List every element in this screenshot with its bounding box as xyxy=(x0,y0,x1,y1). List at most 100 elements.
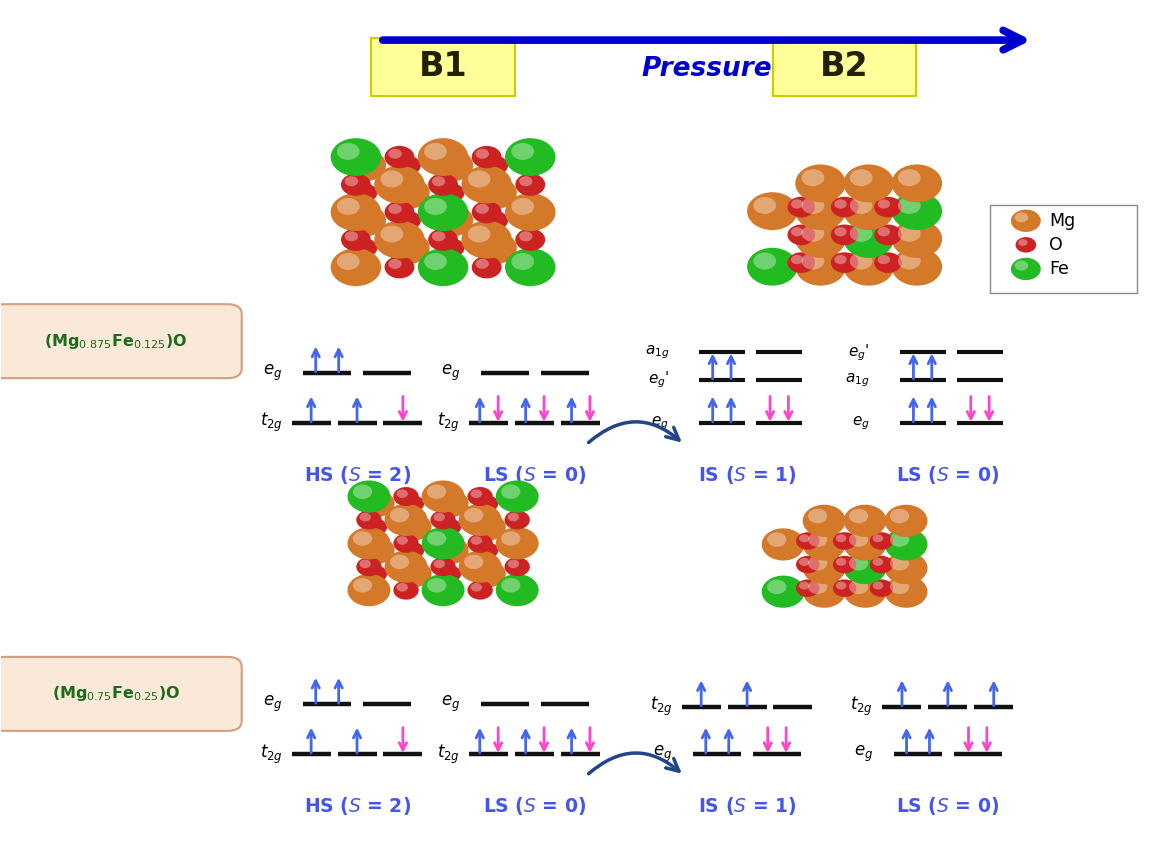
Circle shape xyxy=(802,224,825,242)
Circle shape xyxy=(368,568,378,575)
Circle shape xyxy=(505,510,530,529)
Circle shape xyxy=(427,484,446,499)
Text: LS ($S$ = 0): LS ($S$ = 0) xyxy=(896,795,999,816)
Circle shape xyxy=(356,510,382,529)
Circle shape xyxy=(381,170,404,187)
Circle shape xyxy=(898,253,921,269)
Circle shape xyxy=(833,579,857,597)
Circle shape xyxy=(891,220,942,258)
Circle shape xyxy=(515,173,545,196)
Circle shape xyxy=(337,198,360,215)
Circle shape xyxy=(496,527,538,559)
Circle shape xyxy=(833,532,857,550)
Circle shape xyxy=(432,490,469,517)
Circle shape xyxy=(477,542,498,558)
Circle shape xyxy=(480,236,499,250)
Circle shape xyxy=(799,534,810,542)
Circle shape xyxy=(396,513,431,540)
Circle shape xyxy=(877,227,890,236)
Circle shape xyxy=(844,528,887,560)
Circle shape xyxy=(345,231,358,242)
Circle shape xyxy=(898,197,921,214)
Circle shape xyxy=(505,193,555,231)
Circle shape xyxy=(877,199,890,209)
Circle shape xyxy=(477,495,498,512)
Circle shape xyxy=(830,197,858,217)
Circle shape xyxy=(796,579,820,597)
Circle shape xyxy=(468,170,490,187)
Circle shape xyxy=(352,183,377,203)
Circle shape xyxy=(496,574,538,606)
Circle shape xyxy=(428,173,458,196)
Circle shape xyxy=(470,489,482,498)
Circle shape xyxy=(843,220,894,258)
Circle shape xyxy=(389,148,401,159)
Circle shape xyxy=(459,551,501,583)
FancyBboxPatch shape xyxy=(990,205,1137,293)
Circle shape xyxy=(849,509,868,523)
Circle shape xyxy=(836,558,846,566)
Circle shape xyxy=(443,241,454,249)
Circle shape xyxy=(402,495,424,512)
Circle shape xyxy=(1011,258,1041,280)
Circle shape xyxy=(507,513,519,521)
Circle shape xyxy=(884,505,928,537)
Circle shape xyxy=(467,581,493,600)
Circle shape xyxy=(384,146,414,168)
Circle shape xyxy=(434,559,445,568)
Circle shape xyxy=(803,505,845,537)
Circle shape xyxy=(405,497,415,505)
Circle shape xyxy=(519,176,532,186)
Text: Pressure: Pressure xyxy=(642,55,773,82)
Circle shape xyxy=(515,229,545,251)
Circle shape xyxy=(381,225,404,243)
Circle shape xyxy=(386,177,430,209)
Circle shape xyxy=(890,532,910,547)
Circle shape xyxy=(519,231,532,242)
Circle shape xyxy=(884,576,928,608)
Circle shape xyxy=(422,481,465,513)
Text: $e_g$: $e_g$ xyxy=(263,363,283,383)
Text: $t_{2g}$: $t_{2g}$ xyxy=(850,696,873,718)
Circle shape xyxy=(432,537,469,564)
Circle shape xyxy=(844,505,887,537)
Text: HS ($S$ = 2): HS ($S$ = 2) xyxy=(304,463,411,486)
Circle shape xyxy=(512,198,534,215)
Circle shape xyxy=(465,555,483,569)
Circle shape xyxy=(791,255,804,264)
Circle shape xyxy=(874,197,902,217)
Circle shape xyxy=(898,169,921,186)
Circle shape xyxy=(834,199,846,209)
Circle shape xyxy=(428,229,458,251)
Circle shape xyxy=(362,494,380,506)
Circle shape xyxy=(443,186,454,194)
Circle shape xyxy=(439,519,461,535)
Circle shape xyxy=(347,527,390,559)
Text: $e_g$: $e_g$ xyxy=(651,414,669,432)
Circle shape xyxy=(802,169,825,186)
Circle shape xyxy=(469,560,506,588)
Circle shape xyxy=(459,504,501,536)
Circle shape xyxy=(424,198,447,215)
Circle shape xyxy=(803,576,845,608)
Circle shape xyxy=(347,574,390,606)
Circle shape xyxy=(384,256,414,279)
Circle shape xyxy=(486,213,497,222)
Circle shape xyxy=(891,192,942,230)
Circle shape xyxy=(397,489,408,498)
Circle shape xyxy=(422,574,465,606)
Circle shape xyxy=(393,534,419,553)
Circle shape xyxy=(788,252,815,273)
Circle shape xyxy=(796,248,845,286)
Circle shape xyxy=(397,536,408,545)
Text: LS ($S$ = 0): LS ($S$ = 0) xyxy=(896,463,999,486)
Text: IS ($S$ = 1): IS ($S$ = 1) xyxy=(698,795,796,816)
Text: $a_{1g}$: $a_{1g}$ xyxy=(845,371,869,388)
Circle shape xyxy=(474,564,490,576)
Circle shape xyxy=(337,253,360,270)
Circle shape xyxy=(436,154,455,167)
Text: $e_g$: $e_g$ xyxy=(442,694,460,715)
Circle shape xyxy=(362,540,380,552)
Circle shape xyxy=(761,528,805,560)
Circle shape xyxy=(475,148,489,159)
